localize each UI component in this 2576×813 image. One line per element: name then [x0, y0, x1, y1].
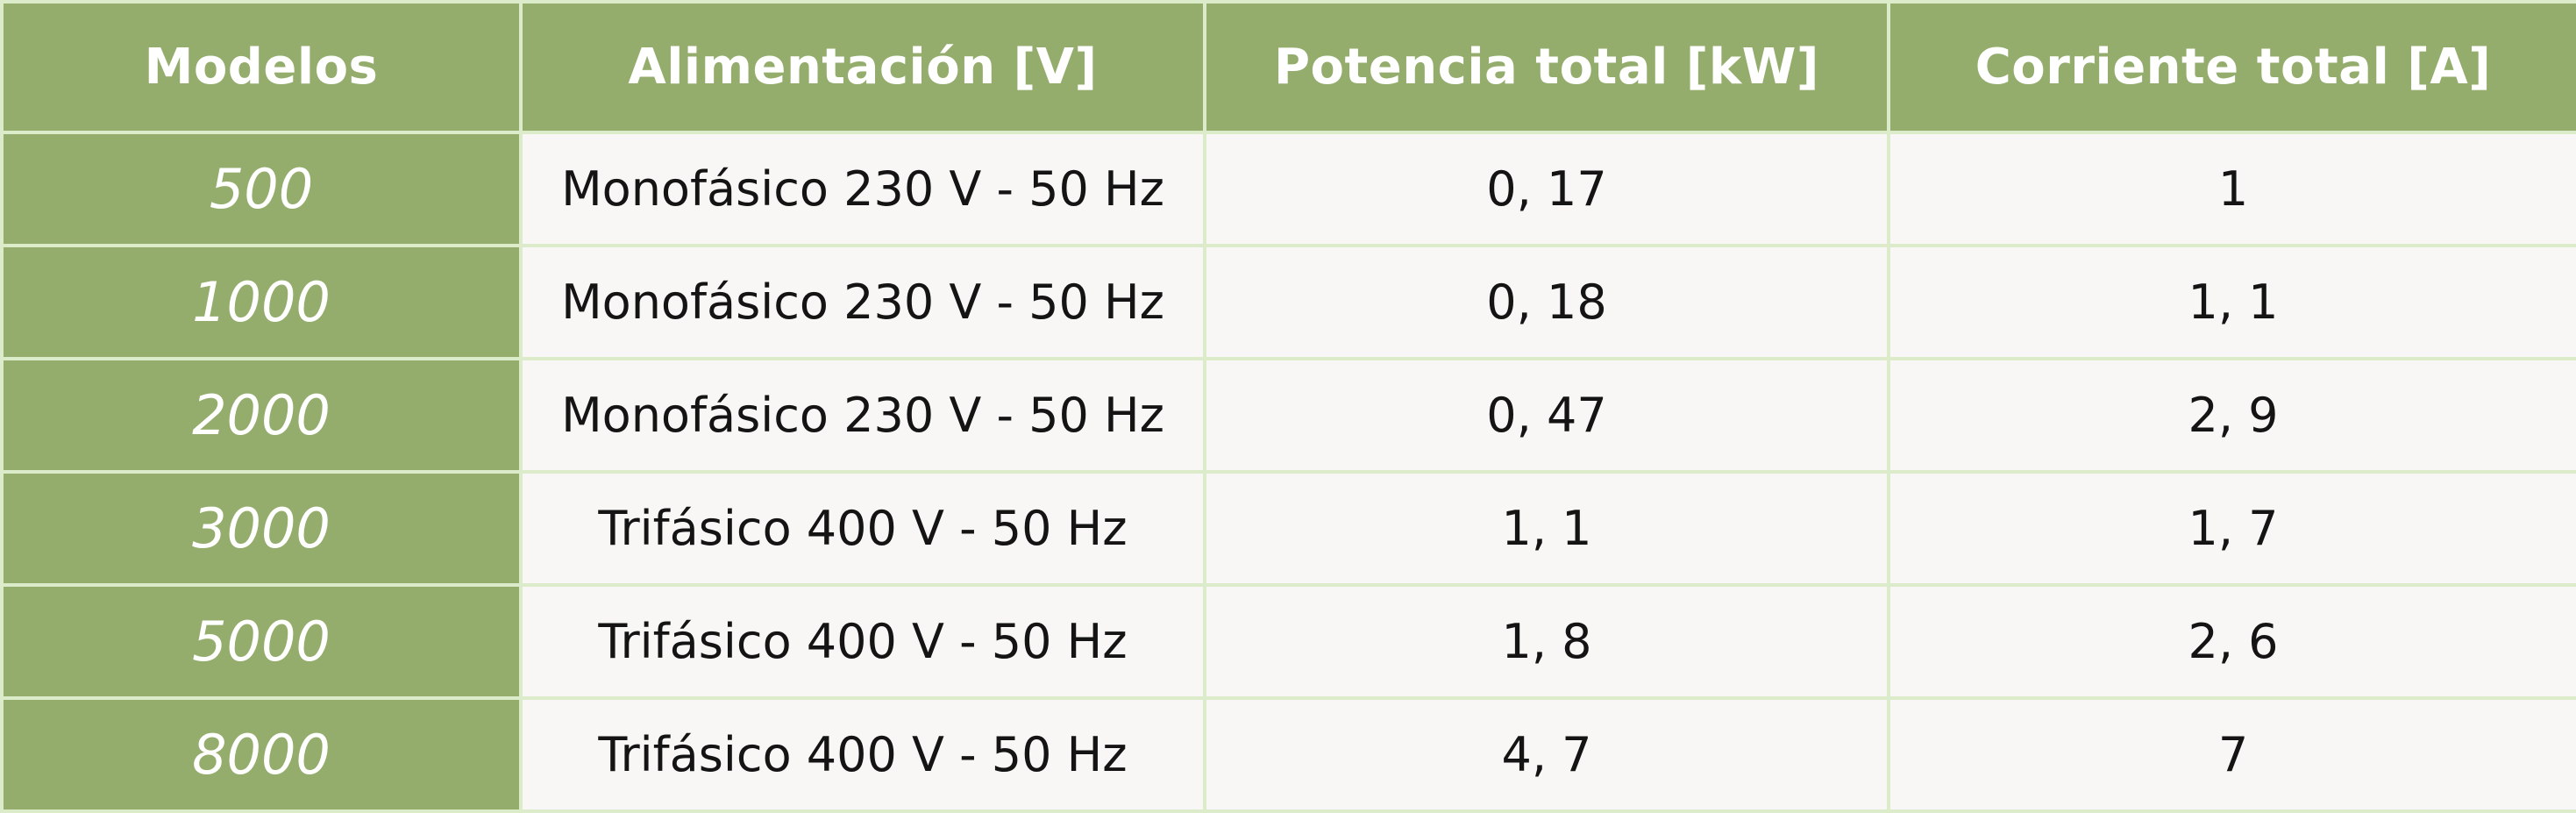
model-cell: 2000 [0, 357, 523, 474]
supply-cell: Monofásico 230 V - 50 Hz [519, 244, 1206, 360]
power-cell: 0, 17 [1203, 131, 1890, 247]
power-cell: 1, 1 [1203, 470, 1890, 587]
power-cell: 1, 8 [1203, 583, 1890, 700]
table-row: 5000 Trifásico 400 V - 50 Hz 1, 8 2, 6 [0, 583, 2576, 700]
supply-cell: Trifásico 400 V - 50 Hz [519, 583, 1206, 700]
table-row: 8000 Trifásico 400 V - 50 Hz 4, 7 7 [0, 696, 2576, 813]
supply-cell: Monofásico 230 V - 50 Hz [519, 131, 1206, 247]
model-cell: 5000 [0, 583, 523, 700]
header-row: Modelos Alimentación [V] Potencia total … [0, 0, 2576, 134]
power-cell: 4, 7 [1203, 696, 1890, 813]
current-cell: 1 [1887, 131, 2576, 247]
current-cell: 2, 6 [1887, 583, 2576, 700]
supply-cell: Monofásico 230 V - 50 Hz [519, 357, 1206, 474]
model-cell: 1000 [0, 244, 523, 360]
table-row: 500 Monofásico 230 V - 50 Hz 0, 17 1 [0, 131, 2576, 247]
model-cell: 500 [0, 131, 523, 247]
table-row: 1000 Monofásico 230 V - 50 Hz 0, 18 1, 1 [0, 244, 2576, 360]
current-cell: 2, 9 [1887, 357, 2576, 474]
supply-cell: Trifásico 400 V - 50 Hz [519, 470, 1206, 587]
power-cell: 0, 47 [1203, 357, 1890, 474]
header-current: Corriente total [A] [1887, 0, 2576, 134]
table-row: 2000 Monofásico 230 V - 50 Hz 0, 47 2, 9 [0, 357, 2576, 474]
model-cell: 3000 [0, 470, 523, 587]
supply-cell: Trifásico 400 V - 50 Hz [519, 696, 1206, 813]
table-row: 3000 Trifásico 400 V - 50 Hz 1, 1 1, 7 [0, 470, 2576, 587]
header-supply: Alimentación [V] [519, 0, 1206, 134]
model-cell: 8000 [0, 696, 523, 813]
current-cell: 1, 1 [1887, 244, 2576, 360]
current-cell: 1, 7 [1887, 470, 2576, 587]
power-cell: 0, 18 [1203, 244, 1890, 360]
current-cell: 7 [1887, 696, 2576, 813]
header-power: Potencia total [kW] [1203, 0, 1890, 134]
header-models: Modelos [0, 0, 523, 134]
